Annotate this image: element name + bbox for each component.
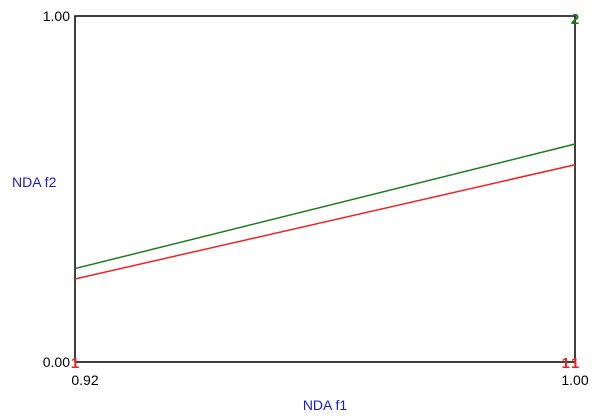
series-line-2: [74, 164, 576, 280]
plot-frame: [74, 15, 576, 363]
axis-marker-3: 1: [571, 355, 579, 372]
axis-marker-1: 1: [71, 355, 79, 372]
axis-marker-4: 2: [571, 11, 579, 28]
series-line-1: [74, 143, 576, 270]
x-axis-title: NDA f1: [303, 397, 348, 413]
axis-marker-2: 1: [561, 355, 569, 372]
marker-layer: 1 1 12: [71, 11, 579, 372]
series-layer: [74, 143, 576, 280]
y-axis-title: NDA f2: [12, 174, 57, 190]
x-tick-label-left: 0.92: [71, 372, 98, 388]
x-tick-label-right: 1.00: [561, 372, 588, 388]
y-tick-label-bottom: 0.00: [43, 354, 70, 370]
y-tick-label-top: 1.00: [43, 8, 70, 24]
